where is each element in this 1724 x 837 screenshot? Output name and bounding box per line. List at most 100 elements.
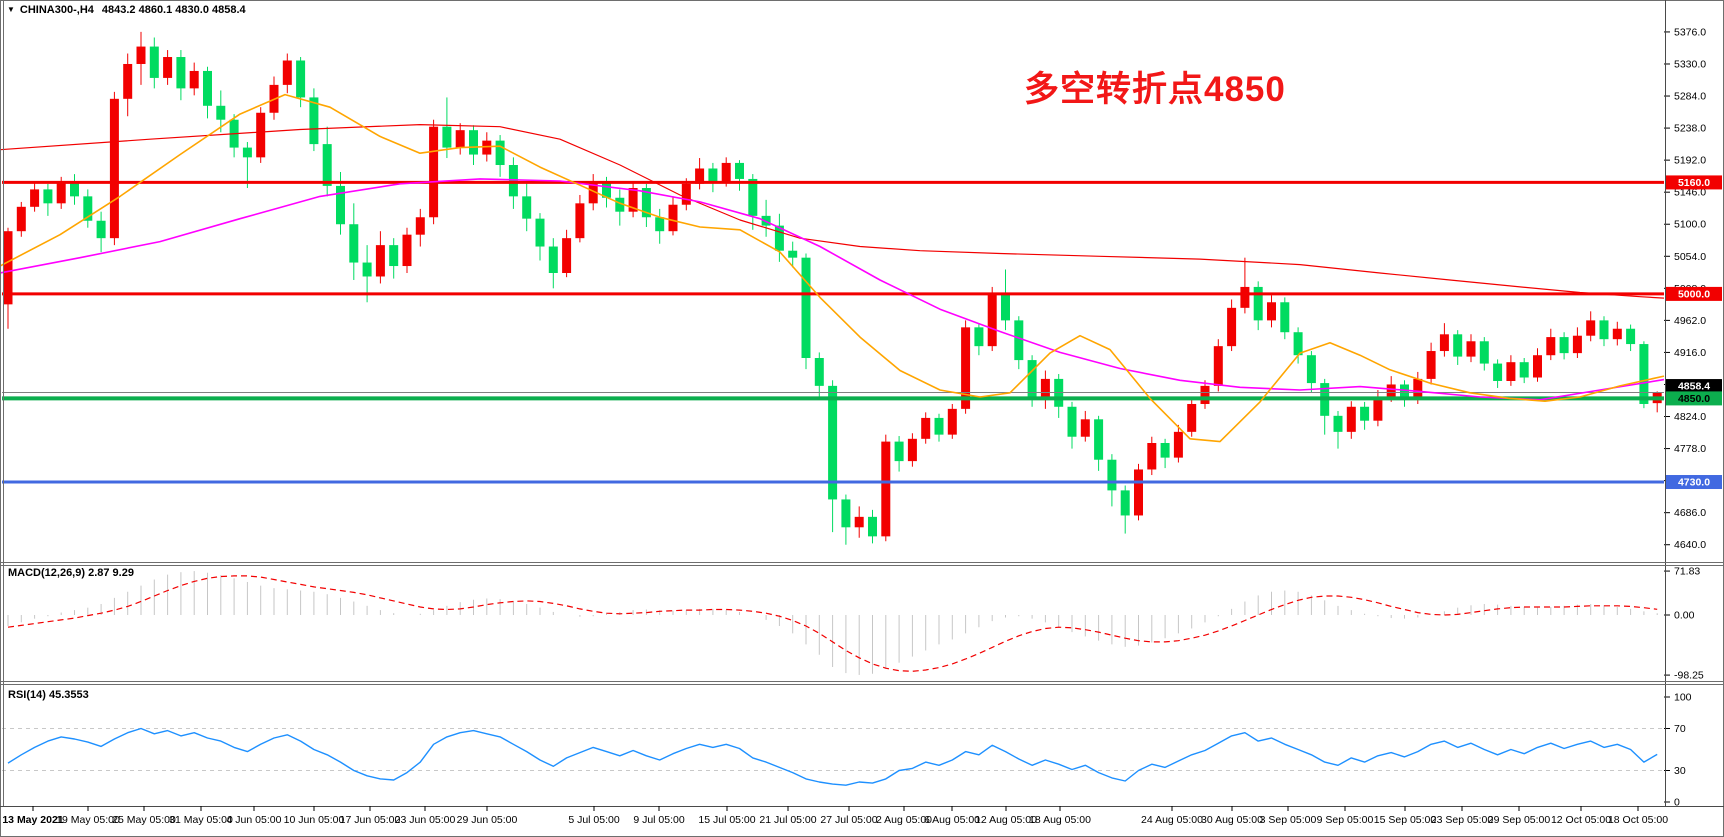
price-tick-label: 5100.0 <box>1674 219 1706 231</box>
time-tick-label: 21 Jul 05:00 <box>759 814 816 826</box>
candle-up <box>721 162 731 182</box>
ma-medium-magenta <box>0 178 1665 401</box>
time-tick-label: 18 Oct 05:00 <box>1608 814 1668 826</box>
candle-up <box>907 438 917 462</box>
candle-up <box>575 203 585 239</box>
candle-up <box>1080 419 1090 437</box>
candle-up <box>1612 328 1622 340</box>
time-tick-label: 30 Aug 05:00 <box>1201 814 1263 826</box>
ohlc-values: 4843.2 4860.1 4830.0 4858.4 <box>101 4 246 16</box>
price-tick-label: 4962.0 <box>1674 315 1706 327</box>
rsi-label: RSI(14) 45.3553 <box>8 689 89 701</box>
candle-up <box>1506 362 1516 381</box>
level-label: 4730.0 <box>1666 475 1722 490</box>
candle-down <box>748 178 758 216</box>
macd-label: MACD(12,26,9) 2.87 9.29 <box>8 567 134 579</box>
rsi-panel: 100 70 30 0 <box>2 692 1692 809</box>
candle-down <box>469 130 478 155</box>
price-tick-label: 5238.0 <box>1674 123 1706 135</box>
candle-up <box>136 46 146 64</box>
candle-down <box>495 140 505 166</box>
candle-down <box>1067 406 1077 437</box>
candle-up <box>375 245 385 277</box>
candle-up <box>1213 346 1223 386</box>
candle-up <box>415 217 425 235</box>
time-tick-label: 5 Jul 05:00 <box>568 814 620 826</box>
candle-down <box>349 224 359 263</box>
time-tick-label: 23 Sep 05:00 <box>1431 814 1494 826</box>
candle-down <box>43 189 53 204</box>
candle-down <box>841 499 851 528</box>
rsi-axis-label: 100 <box>1674 692 1692 704</box>
candle-down <box>1107 459 1117 491</box>
candle-down <box>1599 320 1609 340</box>
candle-down <box>735 162 744 179</box>
time-tick-label: 3 Sep 05:00 <box>1260 814 1317 826</box>
price-tick-label: 5192.0 <box>1674 155 1706 167</box>
level-label: 5160.0 <box>1666 175 1722 190</box>
candle-up <box>1373 397 1383 421</box>
time-tick-label: 9 Sep 05:00 <box>1317 814 1374 826</box>
macd-axis-label: 0.00 <box>1674 610 1695 622</box>
candle-up <box>256 112 266 158</box>
candle-up <box>123 63 133 99</box>
price-tick-label: 4640.0 <box>1674 539 1706 551</box>
candle-down <box>242 147 252 158</box>
macd-panel: 71.83 0.00 -98.25 <box>7 566 1704 682</box>
candle-down <box>508 165 518 197</box>
candle-down <box>1001 292 1010 321</box>
level-label-box <box>1666 391 1722 406</box>
time-tick-label: 24 Aug 05:00 <box>1141 814 1203 826</box>
price-tick-label: 4686.0 <box>1674 507 1706 519</box>
level-label-text: 4850.0 <box>1678 393 1710 405</box>
current-price-label: 4858.4 <box>1666 379 1722 394</box>
candle-down <box>868 516 877 537</box>
time-tick-label: 4 Jun 05:00 <box>227 814 282 826</box>
time-tick-label: 29 Jun 05:00 <box>457 814 518 826</box>
level-label-text: 5160.0 <box>1678 177 1710 189</box>
candle-up <box>1439 334 1449 352</box>
candle-down <box>336 185 345 225</box>
price-tick-label: 4778.0 <box>1674 443 1706 455</box>
candle-up <box>588 182 598 204</box>
candle-down <box>296 60 306 98</box>
candle-down <box>389 245 399 267</box>
ma-fast-orange <box>0 93 1665 443</box>
candle-down <box>774 225 784 251</box>
candle-up <box>1227 307 1237 347</box>
candle-up <box>668 204 678 232</box>
macd-axis-label: 71.83 <box>1674 566 1700 578</box>
candle-up <box>947 408 957 435</box>
level-label-text: 5000.0 <box>1678 288 1710 300</box>
candle-up <box>1466 341 1476 357</box>
time-tick-label: 19 May 05:00 <box>56 814 120 826</box>
candle-down <box>1293 332 1303 356</box>
candle-down <box>535 218 545 247</box>
candle-down <box>788 250 798 258</box>
symbol-timeframe-label: CHINA300-,H4 <box>19 4 94 16</box>
candle-up <box>961 327 971 409</box>
time-tick-label: 25 May 05:00 <box>112 814 176 826</box>
candle-up <box>109 98 119 239</box>
candle-down <box>83 196 93 221</box>
time-tick-label: 10 Jun 05:00 <box>284 814 345 826</box>
candle-down <box>70 182 79 197</box>
time-tick-label: 15 Jul 05:00 <box>698 814 755 826</box>
candle-up <box>921 417 931 439</box>
candle-down <box>641 187 651 218</box>
candle-up <box>1572 335 1582 354</box>
price-tick-label: 5376.0 <box>1674 26 1706 38</box>
time-tick-label: 18 Aug 05:00 <box>1029 814 1091 826</box>
candle-up <box>854 516 864 528</box>
candle-down <box>1094 419 1104 460</box>
level-label: 5000.0 <box>1666 286 1722 301</box>
candle-down <box>1014 320 1024 361</box>
rsi-line <box>7 727 1658 786</box>
candle-down <box>894 441 904 462</box>
candle-down <box>801 257 811 358</box>
time-tick-label: 27 Jul 05:00 <box>820 814 877 826</box>
candle-down <box>1626 328 1636 345</box>
collapse-triangle-icon[interactable]: ▼ <box>7 5 15 14</box>
candle-up <box>482 140 492 155</box>
